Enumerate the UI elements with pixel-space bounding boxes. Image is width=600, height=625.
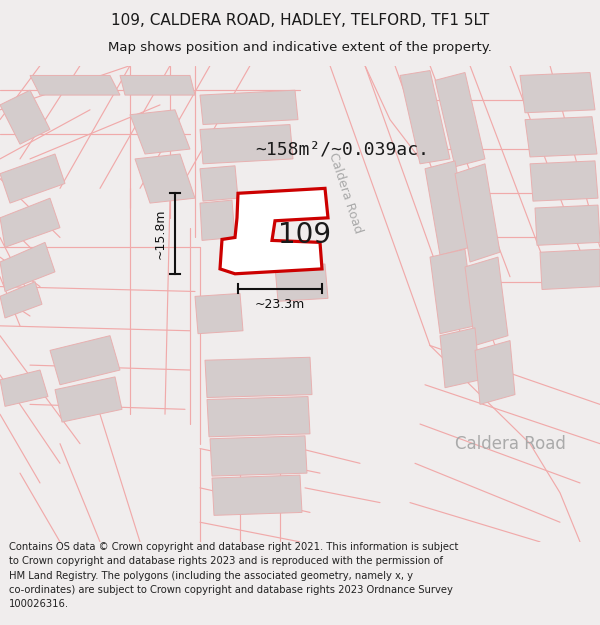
Text: Map shows position and indicative extent of the property.: Map shows position and indicative extent… (108, 41, 492, 54)
Polygon shape (30, 76, 120, 95)
Polygon shape (400, 71, 450, 164)
Polygon shape (120, 76, 195, 95)
Polygon shape (55, 377, 122, 422)
Polygon shape (465, 257, 508, 346)
Polygon shape (50, 336, 120, 385)
Polygon shape (520, 72, 595, 112)
Polygon shape (430, 249, 475, 334)
Polygon shape (540, 249, 600, 289)
Polygon shape (212, 475, 302, 516)
Polygon shape (0, 154, 65, 203)
Polygon shape (425, 161, 470, 255)
Polygon shape (130, 110, 190, 154)
Text: Contains OS data © Crown copyright and database right 2021. This information is : Contains OS data © Crown copyright and d… (9, 542, 458, 609)
Text: Caldera Road: Caldera Road (326, 151, 364, 236)
Polygon shape (200, 166, 238, 201)
Text: ~23.3m: ~23.3m (255, 298, 305, 311)
Polygon shape (0, 370, 48, 406)
Polygon shape (207, 396, 310, 437)
Polygon shape (195, 294, 243, 334)
Polygon shape (200, 90, 298, 124)
Text: Caldera Road: Caldera Road (455, 434, 565, 452)
Polygon shape (220, 188, 328, 274)
Polygon shape (0, 242, 55, 291)
Polygon shape (0, 198, 60, 248)
Polygon shape (200, 124, 293, 164)
Polygon shape (210, 436, 307, 476)
Text: 109, CALDERA ROAD, HADLEY, TELFORD, TF1 5LT: 109, CALDERA ROAD, HADLEY, TELFORD, TF1 … (111, 13, 489, 28)
Polygon shape (135, 154, 195, 203)
Polygon shape (435, 72, 485, 167)
Polygon shape (205, 357, 312, 398)
Polygon shape (0, 90, 50, 144)
Polygon shape (525, 117, 597, 157)
Polygon shape (530, 161, 598, 201)
Text: ~15.8m: ~15.8m (154, 208, 167, 259)
Text: 109: 109 (278, 221, 331, 249)
Polygon shape (440, 328, 480, 388)
Text: ~158m²/~0.039ac.: ~158m²/~0.039ac. (255, 140, 429, 158)
Polygon shape (200, 200, 235, 241)
Polygon shape (455, 164, 500, 262)
Polygon shape (0, 282, 42, 318)
Polygon shape (475, 341, 515, 404)
Polygon shape (275, 264, 328, 301)
Polygon shape (535, 205, 600, 246)
